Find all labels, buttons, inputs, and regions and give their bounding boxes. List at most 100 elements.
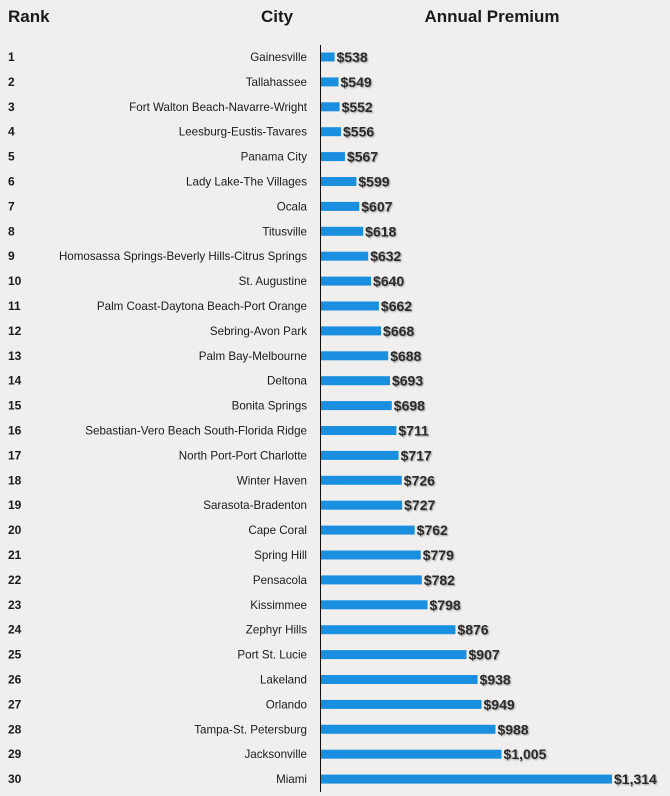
city-label: Jacksonville bbox=[244, 748, 307, 761]
city-label: Lakeland bbox=[260, 674, 307, 687]
rank-label: 11 bbox=[8, 299, 21, 313]
bar bbox=[321, 550, 421, 560]
value-label: $632 bbox=[370, 248, 401, 264]
bar bbox=[321, 450, 399, 460]
city-label: Winter Haven bbox=[237, 474, 307, 487]
bar bbox=[321, 301, 379, 311]
rank-label: 6 bbox=[8, 175, 15, 189]
value-label: $693 bbox=[392, 373, 423, 389]
city-label: Palm Coast-Daytona Beach-Port Orange bbox=[97, 300, 307, 313]
value-label: $988 bbox=[497, 721, 528, 737]
city-label: Sebring-Avon Park bbox=[210, 325, 307, 338]
value-label: $688 bbox=[390, 348, 421, 364]
value-label: $727 bbox=[404, 497, 435, 513]
city-label: Spring Hill bbox=[254, 549, 307, 562]
bar bbox=[321, 475, 402, 485]
city-label: Deltona bbox=[267, 375, 308, 388]
rank-label: 29 bbox=[8, 747, 22, 761]
rank-label: 2 bbox=[8, 75, 15, 89]
value-label: $1,314 bbox=[614, 771, 657, 787]
rank-label: 16 bbox=[8, 424, 22, 438]
city-label: Fort Walton Beach-Navarre-Wright bbox=[129, 101, 308, 114]
value-label: $618 bbox=[365, 223, 396, 239]
bar bbox=[321, 426, 397, 435]
value-label: $762 bbox=[417, 522, 448, 538]
value-label: $782 bbox=[424, 572, 455, 588]
rank-label: 13 bbox=[8, 349, 22, 363]
rank-label: 26 bbox=[8, 673, 22, 687]
value-label: $538 bbox=[337, 49, 368, 65]
city-label: Port St. Lucie bbox=[237, 649, 307, 662]
value-label: $938 bbox=[480, 672, 511, 688]
rank-label: 8 bbox=[8, 224, 15, 238]
city-label: Tallahassee bbox=[246, 76, 307, 89]
rank-label: 20 bbox=[8, 523, 22, 537]
bar bbox=[321, 251, 369, 261]
rank-label: 22 bbox=[8, 573, 22, 587]
city-label: Bonita Springs bbox=[232, 400, 308, 413]
rank-label: 23 bbox=[8, 598, 22, 612]
bar bbox=[321, 575, 422, 585]
bar bbox=[321, 152, 345, 162]
city-label: Panama City bbox=[241, 151, 308, 164]
value-label: $698 bbox=[394, 398, 425, 414]
header-city: City bbox=[261, 7, 294, 26]
header-annual-premium: Annual Premium bbox=[424, 7, 559, 26]
value-label: $556 bbox=[343, 124, 374, 140]
rank-label: 18 bbox=[8, 473, 22, 487]
city-label: Leesburg-Eustis-Tavares bbox=[179, 126, 307, 139]
city-label: Lady Lake-The Villages bbox=[186, 176, 307, 189]
city-label: Sebastian-Vero Beach South-Florida Ridge bbox=[85, 425, 307, 438]
bar bbox=[321, 625, 456, 635]
city-label: Orlando bbox=[266, 698, 307, 711]
city-label: St. Augustine bbox=[239, 275, 307, 288]
city-label: Cape Coral bbox=[248, 524, 307, 537]
rank-label: 21 bbox=[8, 548, 22, 562]
value-label: $567 bbox=[347, 149, 378, 165]
bar bbox=[321, 650, 467, 660]
bar bbox=[321, 226, 364, 236]
value-label: $798 bbox=[430, 597, 461, 613]
city-label: Sarasota-Bradenton bbox=[203, 499, 307, 512]
city-label: Titusville bbox=[262, 225, 307, 238]
city-label: Palm Bay-Melbourne bbox=[199, 350, 307, 363]
city-label: Pensacola bbox=[253, 574, 308, 587]
bar bbox=[321, 749, 502, 759]
value-label: $949 bbox=[484, 696, 515, 712]
bar bbox=[321, 525, 415, 535]
bar bbox=[321, 500, 403, 510]
rank-label: 4 bbox=[8, 125, 15, 139]
bar bbox=[321, 351, 389, 361]
rank-label: 10 bbox=[8, 274, 22, 288]
rank-label: 25 bbox=[8, 648, 22, 662]
city-label: Kissimmee bbox=[250, 599, 307, 612]
value-label: $662 bbox=[381, 298, 412, 314]
rank-label: 14 bbox=[8, 374, 22, 388]
rank-label: 9 bbox=[8, 249, 15, 263]
value-label: $779 bbox=[423, 547, 454, 563]
rank-label: 30 bbox=[8, 772, 22, 786]
rank-label: 28 bbox=[8, 722, 22, 736]
bar bbox=[321, 675, 478, 684]
rank-label: 3 bbox=[8, 100, 15, 114]
value-label: $668 bbox=[383, 323, 414, 339]
city-label: Miami bbox=[276, 773, 307, 786]
value-label: $640 bbox=[373, 273, 404, 289]
bar bbox=[321, 127, 342, 137]
rank-label: 19 bbox=[8, 498, 22, 512]
rank-label: 7 bbox=[8, 199, 15, 213]
rank-label: 24 bbox=[8, 623, 22, 637]
city-label: Zephyr Hills bbox=[246, 624, 307, 637]
bar bbox=[321, 774, 612, 784]
value-label: $549 bbox=[341, 74, 372, 90]
value-label: $552 bbox=[342, 99, 373, 115]
rank-label: 12 bbox=[8, 324, 22, 338]
bar bbox=[321, 77, 339, 87]
city-label: Tampa-St. Petersburg bbox=[194, 723, 307, 736]
rank-label: 1 bbox=[8, 50, 15, 64]
bar bbox=[321, 699, 482, 709]
city-label: North Port-Port Charlotte bbox=[179, 449, 307, 462]
bar bbox=[321, 600, 428, 610]
city-label: Homosassa Springs-Beverly Hills-Citrus S… bbox=[59, 250, 307, 263]
